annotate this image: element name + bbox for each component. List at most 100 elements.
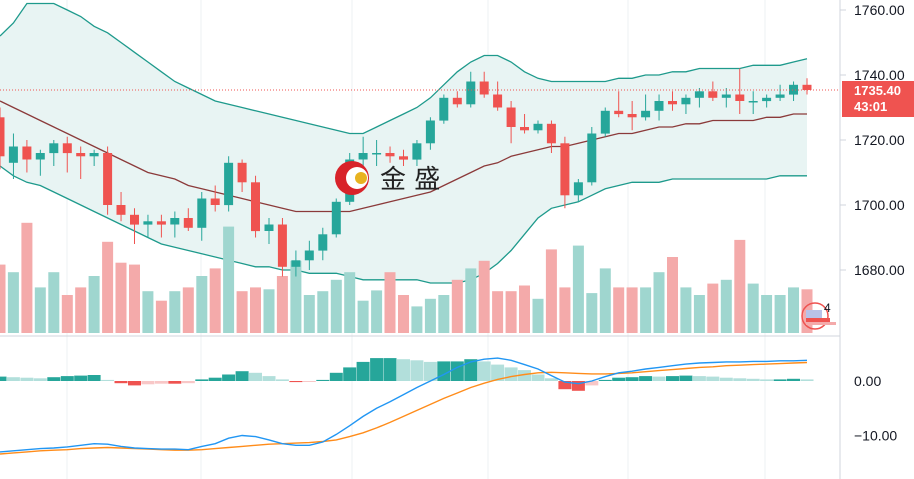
volume-bar [653, 272, 665, 333]
candle[interactable] [385, 146, 395, 163]
candle[interactable] [143, 214, 153, 238]
bollinger-bands [0, 2, 808, 284]
candle[interactable] [224, 156, 234, 212]
candle-body [210, 198, 220, 205]
macd-histogram-bar [154, 381, 168, 384]
macd-histogram-bar [450, 361, 464, 381]
candle[interactable] [277, 218, 287, 277]
candle[interactable] [627, 101, 637, 131]
volume-bar [465, 268, 477, 333]
candle[interactable] [452, 91, 462, 108]
candle[interactable] [439, 94, 449, 124]
macd-axis[interactable]: 0.00 −10.00 [854, 373, 897, 444]
candle-body [708, 91, 718, 98]
candle[interactable] [318, 227, 328, 261]
volume-bar [34, 287, 46, 333]
macd-histogram-bar [760, 379, 774, 381]
price-axis[interactable]: 1760.00 1740.00 1720.00 1700.00 1680.00 [840, 2, 905, 278]
watermark-text: 金 盛 [380, 165, 440, 195]
candle[interactable] [358, 136, 368, 166]
volume-bar [478, 260, 490, 333]
candle[interactable] [399, 149, 408, 166]
candle-body [372, 153, 382, 155]
candle[interactable] [8, 133, 18, 180]
candle[interactable] [210, 185, 220, 212]
candle[interactable] [237, 159, 247, 193]
candle[interactable] [197, 192, 207, 241]
candle[interactable] [425, 117, 435, 150]
indicator-overlay-badge[interactable]: 4 [801, 301, 836, 330]
candle[interactable] [789, 81, 798, 102]
candle-body [681, 97, 691, 105]
candle[interactable] [156, 214, 166, 238]
volume-bar [169, 291, 181, 333]
candle[interactable] [291, 250, 301, 277]
macd-histogram-bar [181, 381, 195, 384]
candle[interactable] [103, 146, 113, 215]
candle[interactable] [694, 88, 704, 108]
candle[interactable] [735, 68, 745, 115]
candle[interactable] [412, 140, 422, 166]
candle[interactable] [304, 240, 314, 270]
candle[interactable] [668, 91, 677, 111]
macd-histogram-bar [302, 381, 316, 382]
candle[interactable] [600, 107, 610, 137]
candle[interactable] [614, 91, 624, 118]
candle[interactable] [62, 136, 72, 173]
candle[interactable] [251, 175, 260, 238]
macd-histogram-bar [6, 377, 20, 381]
candle[interactable] [89, 149, 99, 166]
candle[interactable] [748, 91, 758, 114]
candle[interactable] [708, 81, 718, 102]
candle[interactable] [762, 94, 772, 108]
candle-body [0, 117, 5, 157]
candle[interactable] [587, 127, 597, 186]
candle[interactable] [130, 208, 139, 244]
candle[interactable] [546, 120, 556, 154]
macd-histogram-bar [60, 376, 74, 381]
macd-histogram-bar [370, 358, 384, 381]
candle[interactable] [35, 149, 45, 176]
candle[interactable] [170, 211, 180, 238]
candle[interactable] [654, 94, 664, 121]
macd-histogram-bar [544, 378, 558, 381]
candle-body [412, 143, 422, 160]
candle[interactable] [183, 208, 193, 231]
candle[interactable] [0, 107, 5, 170]
candle-body [600, 110, 610, 134]
candle-body [156, 221, 166, 225]
candle-body [385, 153, 395, 157]
candle[interactable] [116, 192, 126, 222]
candle[interactable] [802, 78, 812, 95]
candle[interactable] [681, 94, 691, 115]
candle[interactable] [573, 179, 583, 202]
macd-histogram-bar [558, 381, 572, 390]
candle-body [130, 214, 139, 225]
volume-bar [115, 262, 127, 333]
candle[interactable] [479, 71, 489, 98]
candle[interactable] [721, 88, 731, 108]
macd-histogram-bar [33, 378, 47, 381]
candle[interactable] [493, 81, 503, 111]
candle-body [8, 146, 18, 163]
macd-histogram-bar [87, 375, 101, 381]
candle[interactable] [466, 71, 476, 108]
candle[interactable] [775, 84, 785, 101]
macd-histogram-bar [356, 361, 370, 381]
candle[interactable] [506, 101, 516, 144]
volume-bar [788, 287, 799, 333]
overlay-badge-count: 4 [824, 301, 831, 315]
candle[interactable] [264, 218, 274, 244]
candle[interactable] [641, 94, 651, 121]
candle[interactable] [49, 140, 59, 166]
candle[interactable] [22, 140, 32, 173]
candle[interactable] [372, 140, 382, 166]
candle-body [76, 153, 86, 157]
candle[interactable] [533, 120, 543, 134]
candle[interactable] [76, 146, 86, 180]
candle[interactable] [560, 136, 570, 209]
candle[interactable] [520, 114, 529, 134]
price-axis-label: 1700.00 [854, 197, 905, 213]
candle[interactable] [331, 198, 341, 238]
